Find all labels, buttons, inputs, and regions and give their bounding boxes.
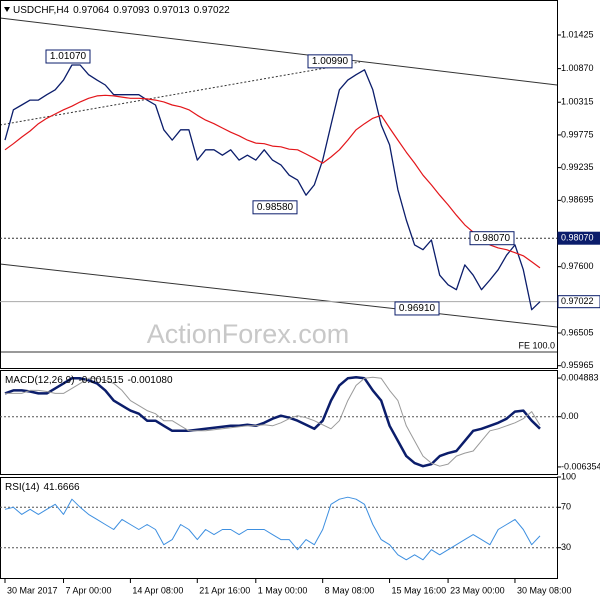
y-tick-label: 0.95965 (561, 360, 594, 370)
menu-icon (4, 7, 10, 12)
annotation-label: 1.01070 (50, 51, 87, 62)
x-tick-label: 23 May 00:00 (450, 585, 505, 595)
x-tick-label: 30 May 08:00 (517, 585, 572, 595)
x-tick-label: 14 Apr 08:00 (132, 585, 183, 595)
series-line (4, 496, 541, 561)
x-tick-label: 7 Apr 00:00 (66, 585, 112, 595)
annotation-box (252, 200, 298, 215)
indicator-value: -0.001515 (78, 375, 123, 386)
y-tick-label: 0.99775 (561, 129, 594, 139)
level-label: 0.98070 (561, 233, 594, 243)
fib-label: FE 100.0 (518, 340, 555, 350)
x-tick-label: 8 May 08:00 (325, 585, 375, 595)
x-tick-label: 30 Mar 2017 (7, 585, 58, 595)
annotation-label: 0.98580 (257, 202, 294, 213)
y-tick-label: 1.01425 (561, 29, 594, 39)
watermark: ActionForex.com (147, 319, 350, 349)
series-line (4, 64, 541, 311)
ohlc-value: 0.97022 (194, 5, 231, 16)
y-tick-label: 70 (561, 502, 571, 512)
panel-frame (0, 477, 558, 579)
annotation-box (394, 301, 440, 316)
indicator-value: 41.6666 (43, 482, 80, 493)
y-tick-label: 1.00870 (561, 63, 594, 73)
level-box (557, 295, 600, 309)
annotation-box (469, 231, 515, 246)
y-tick-label: 0.98695 (561, 195, 594, 205)
panel-header: USDCHF,H4 0.97064 0.97093 0.97013 0.97022 (13, 5, 230, 16)
panel-title: USDCHF,H4 (13, 5, 70, 16)
series-line (5, 376, 541, 467)
y-tick-label: 0.99235 (561, 162, 594, 172)
x-tick-label: 21 Apr 16:00 (199, 585, 250, 595)
panel-title: RSI(14) (5, 482, 39, 493)
ohlc-value: 0.97093 (113, 5, 150, 16)
panel-title: MACD(12,26,9) (5, 375, 74, 386)
level-label: 0.97022 (561, 296, 594, 306)
y-tick-label: 1.00315 (561, 97, 594, 107)
y-tick-label: 0.00 (561, 411, 579, 421)
y-tick-label: 0.97600 (561, 261, 594, 271)
annotation-box (45, 49, 91, 64)
y-tick-label: -0.006354 (561, 461, 600, 471)
channel-lower (0, 263, 558, 328)
channel-upper (0, 17, 558, 86)
level-box (557, 231, 600, 245)
ohlc-value: 0.97013 (153, 5, 190, 16)
ohlc-value: 0.97064 (73, 5, 110, 16)
indicator-value: -0.001080 (128, 375, 173, 386)
series-line (4, 94, 541, 269)
panel-header: RSI(14) 41.6666 (5, 482, 80, 493)
series-line (4, 376, 541, 468)
y-tick-label: 30 (561, 542, 571, 552)
annotation-box (307, 54, 353, 69)
y-tick-label: 100 (561, 471, 576, 481)
annotation-label: 1.00990 (312, 56, 349, 67)
x-tick-label: 15 May 16:00 (392, 585, 447, 595)
y-tick-label: 0.96505 (561, 327, 594, 337)
panel-frame (0, 370, 558, 475)
annotation-label: 0.98070 (474, 233, 511, 244)
panel-frame (0, 0, 558, 369)
y-tick-label: 0.004883 (561, 372, 599, 382)
panel-header: MACD(12,26,9) -0.001515 -0.001080 (5, 375, 173, 386)
x-tick-label: 1 May 00:00 (258, 585, 308, 595)
trend-line (0, 61, 361, 126)
annotation-label: 0.96910 (399, 303, 436, 314)
